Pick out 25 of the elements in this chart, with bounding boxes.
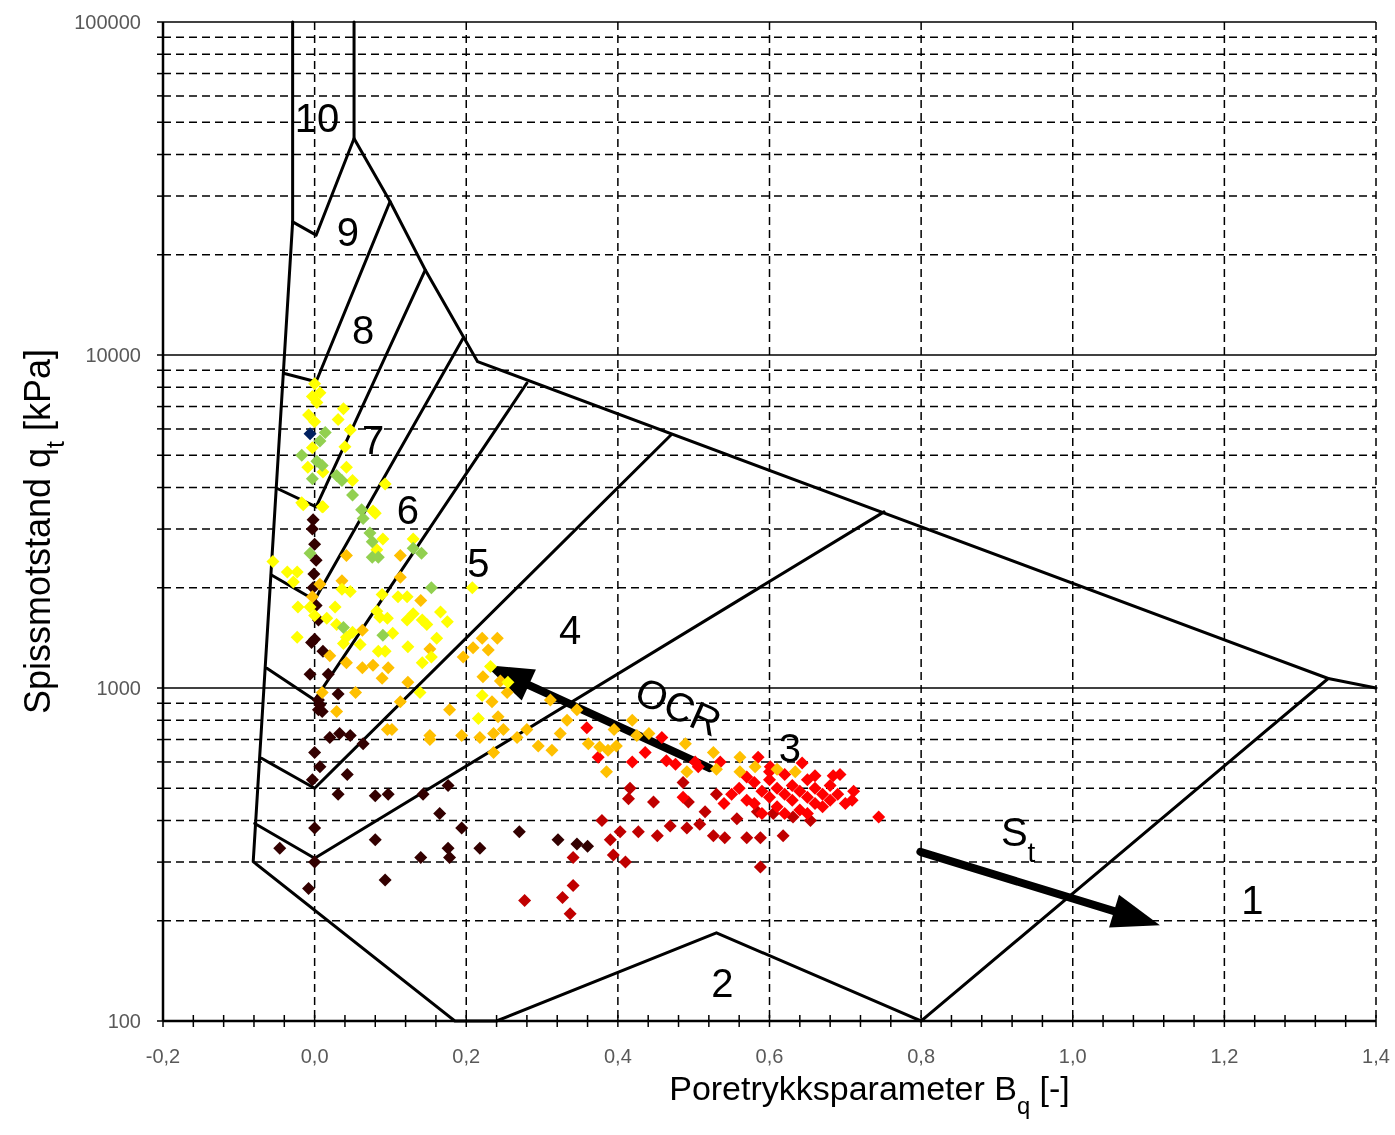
annotation: 8 [352, 307, 375, 352]
x-tick-label: 0,4 [603, 1045, 632, 1067]
x-tick-label: 0,8 [907, 1045, 936, 1067]
annotation: 4 [558, 608, 582, 653]
annotation: 2 [711, 961, 734, 1006]
y-tick-label: 100000 [74, 11, 141, 33]
y-tick-label: 1000 [96, 677, 141, 699]
x-tick-label: 1,0 [1058, 1045, 1087, 1067]
annotation: 7 [361, 417, 385, 462]
x-axis-title: Poretrykksparameter B$_{q}$ [-] [669, 1069, 1070, 1119]
annotation: 1 [1241, 877, 1264, 922]
annotation: 6 [396, 488, 419, 533]
annotation: OCR [628, 668, 729, 745]
annotation: S$_{t}$ [1000, 809, 1036, 868]
annotation: 3 [778, 726, 802, 771]
y-tick-label: 10000 [85, 344, 141, 366]
x-tick-label: 0,0 [300, 1045, 329, 1067]
x-tick-label: -0,2 [145, 1045, 181, 1067]
annotation: 5 [467, 540, 490, 585]
x-tick-label: 0,6 [755, 1045, 784, 1067]
x-tick-label: 1,2 [1210, 1045, 1239, 1067]
annotation: 9 [336, 210, 360, 255]
x-tick-label: 0,2 [452, 1045, 481, 1067]
x-tick-label: 1,4 [1362, 1045, 1390, 1067]
y-tick-label: 100 [107, 1010, 141, 1032]
